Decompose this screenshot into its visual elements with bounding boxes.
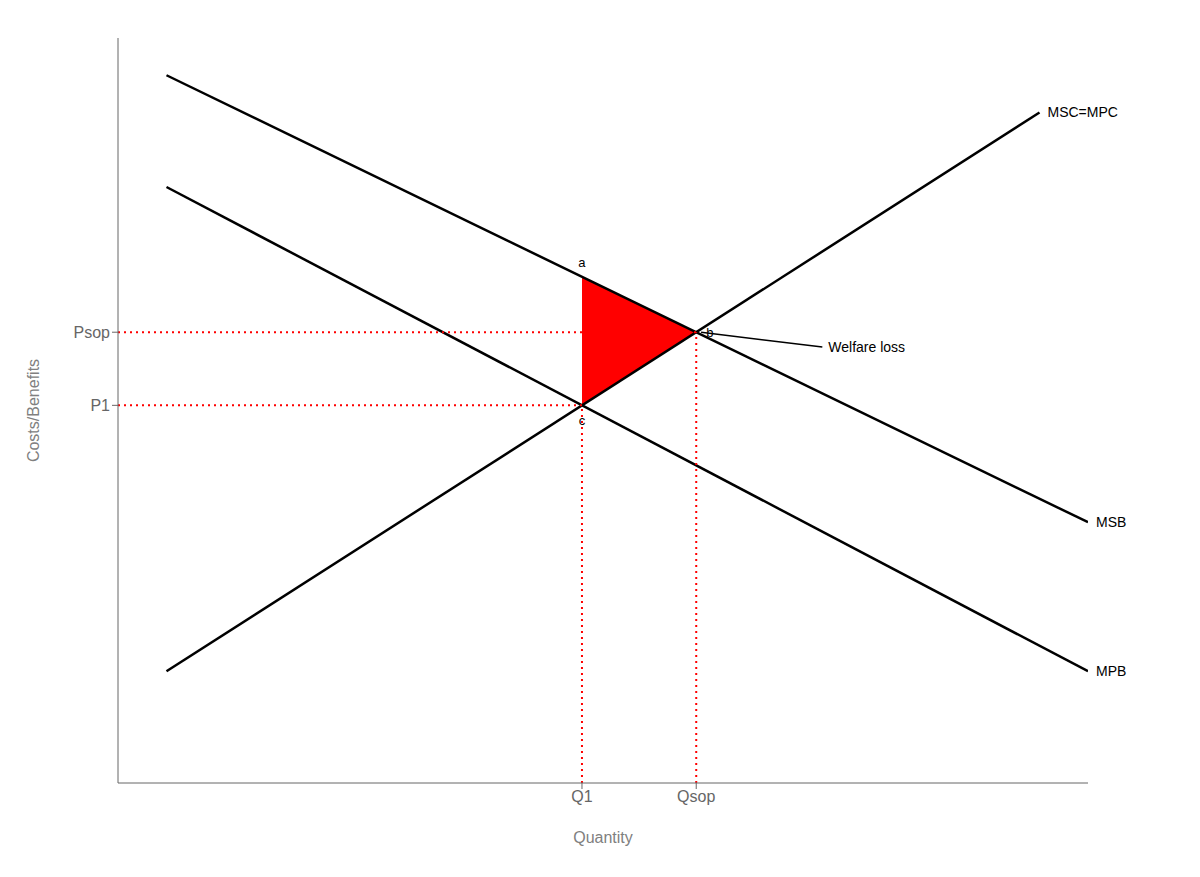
svg-text:Qsop: Qsop <box>677 788 715 805</box>
svg-text:MSC=MPC: MSC=MPC <box>1048 104 1118 120</box>
svg-text:c: c <box>579 413 586 428</box>
svg-text:Q1: Q1 <box>571 788 592 805</box>
svg-text:Quantity: Quantity <box>573 829 633 846</box>
svg-text:a: a <box>578 255 586 270</box>
svg-text:P1: P1 <box>90 397 110 414</box>
svg-text:b: b <box>706 325 713 340</box>
svg-text:MSB: MSB <box>1096 514 1126 530</box>
svg-text:MPB: MPB <box>1096 663 1126 679</box>
svg-text:Psop: Psop <box>74 324 111 341</box>
svg-text:Welfare loss: Welfare loss <box>828 339 905 355</box>
svg-text:Costs/Benefits: Costs/Benefits <box>25 359 42 462</box>
